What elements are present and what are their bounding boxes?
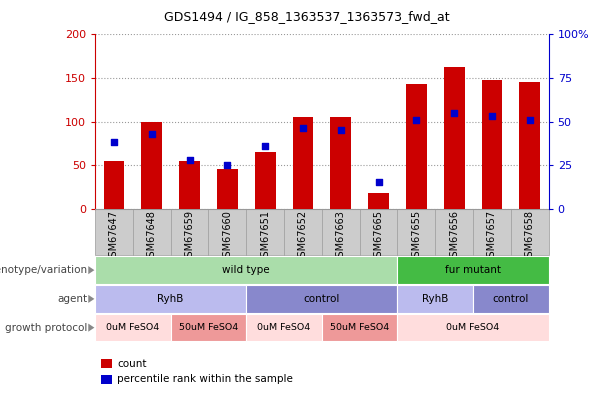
Bar — [255, 152, 275, 209]
Text: RyhB: RyhB — [158, 294, 184, 304]
Text: wild type: wild type — [223, 265, 270, 275]
Bar — [217, 168, 238, 209]
Point — [223, 162, 232, 168]
Bar — [142, 122, 162, 209]
Text: 50uM FeSO4: 50uM FeSO4 — [179, 323, 238, 332]
Text: growth protocol: growth protocol — [5, 323, 87, 333]
Point — [373, 179, 384, 185]
Point — [487, 113, 497, 119]
Point — [109, 139, 119, 146]
Point — [449, 110, 459, 116]
Bar — [444, 67, 465, 209]
Text: control: control — [493, 294, 529, 304]
Point — [185, 157, 194, 163]
Bar — [179, 161, 200, 209]
Point — [298, 125, 308, 132]
Text: 50uM FeSO4: 50uM FeSO4 — [330, 323, 389, 332]
Text: count: count — [117, 359, 147, 369]
Text: control: control — [303, 294, 340, 304]
Bar — [330, 117, 351, 209]
Point — [411, 117, 421, 123]
Bar — [368, 193, 389, 209]
Point — [260, 143, 270, 149]
Point — [336, 127, 346, 134]
Text: RyhB: RyhB — [422, 294, 449, 304]
Bar — [406, 84, 427, 209]
Bar — [292, 117, 313, 209]
Text: GDS1494 / IG_858_1363537_1363573_fwd_at: GDS1494 / IG_858_1363537_1363573_fwd_at — [164, 10, 449, 23]
Point — [147, 130, 156, 137]
Bar — [482, 80, 502, 209]
Text: fur mutant: fur mutant — [445, 265, 501, 275]
Text: agent: agent — [57, 294, 87, 304]
Text: genotype/variation: genotype/variation — [0, 265, 87, 275]
Text: 0uM FeSO4: 0uM FeSO4 — [446, 323, 500, 332]
Text: 0uM FeSO4: 0uM FeSO4 — [257, 323, 311, 332]
Bar — [519, 82, 540, 209]
Text: 0uM FeSO4: 0uM FeSO4 — [106, 323, 159, 332]
Point — [525, 117, 535, 123]
Text: percentile rank within the sample: percentile rank within the sample — [117, 374, 293, 384]
Bar — [104, 161, 124, 209]
